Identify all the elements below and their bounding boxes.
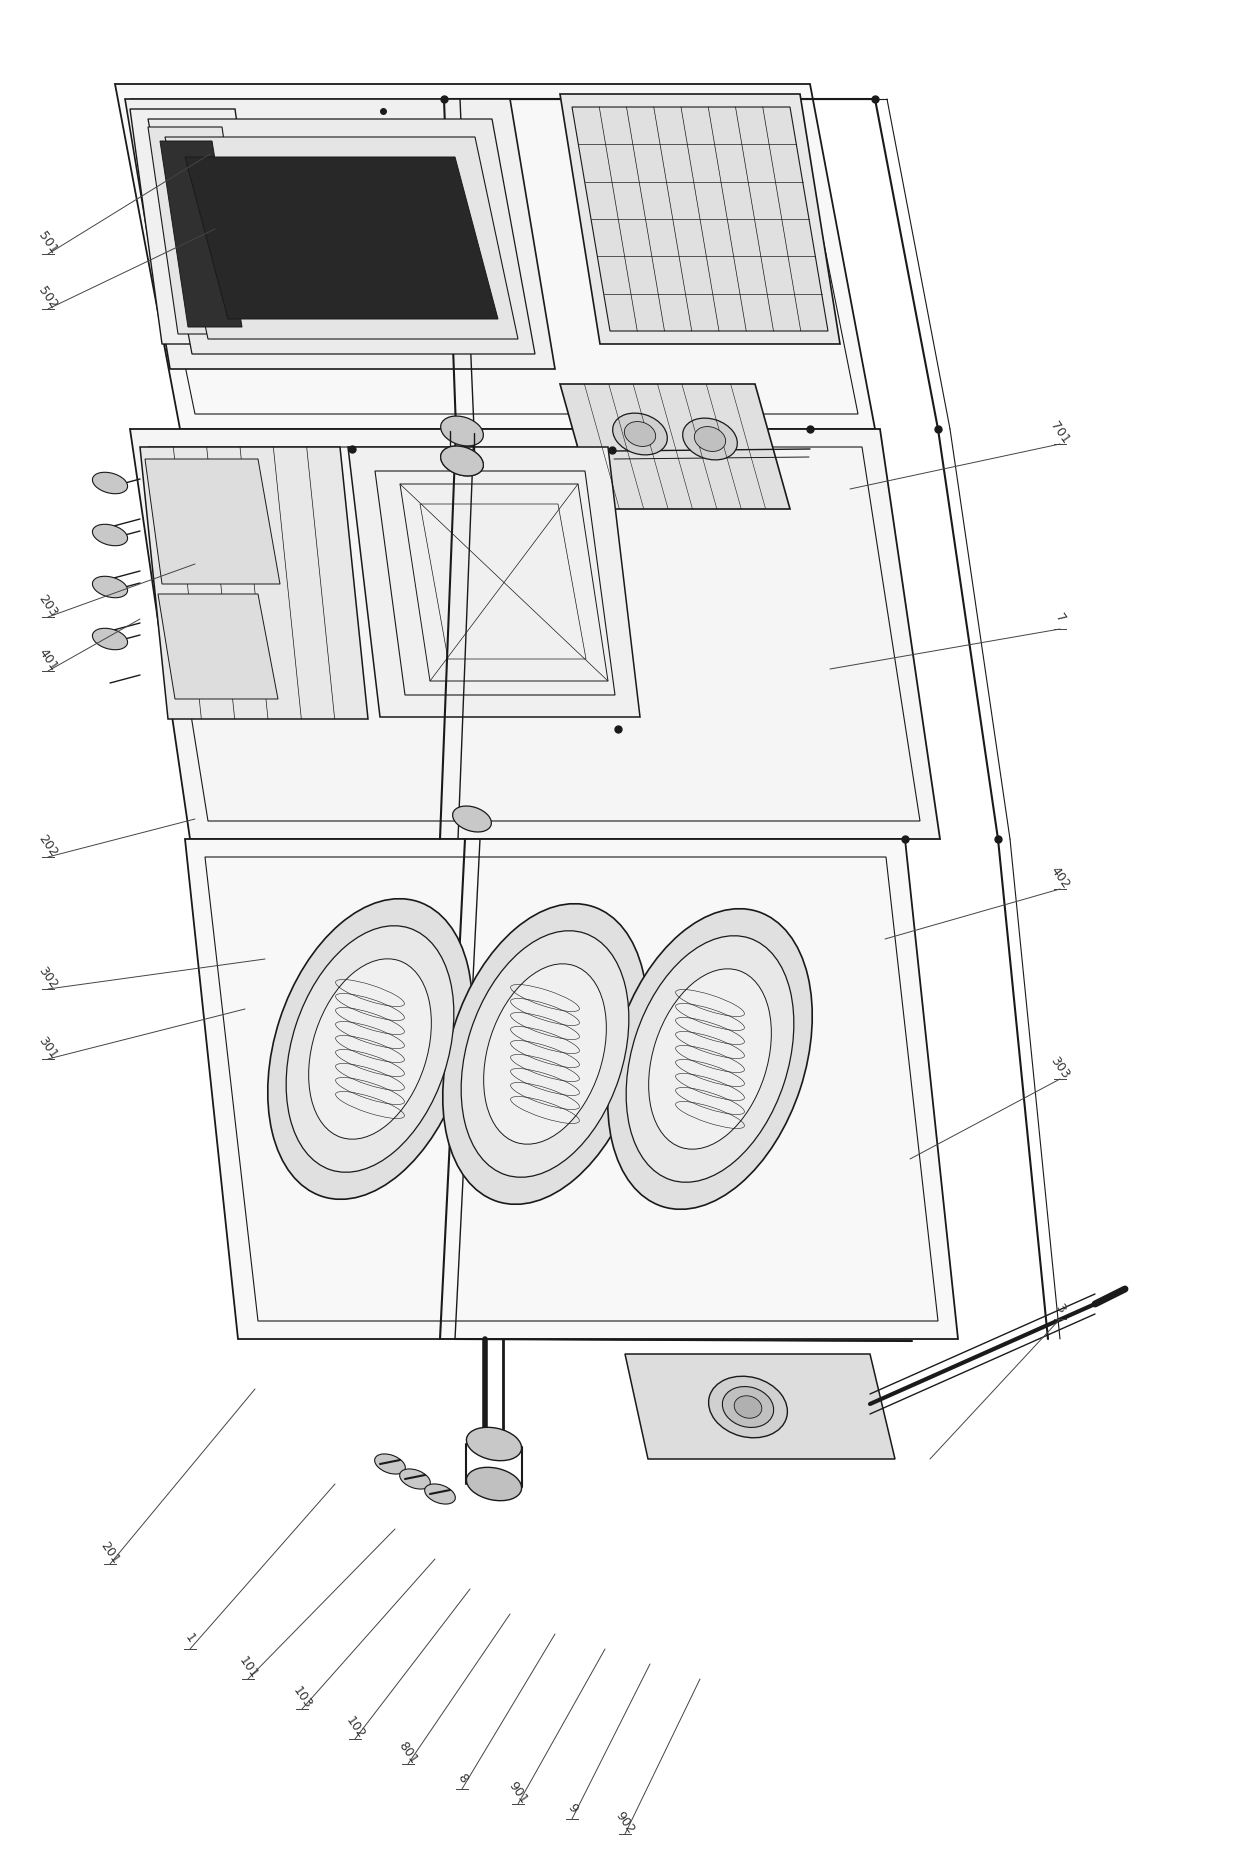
Polygon shape xyxy=(625,1354,895,1460)
Text: 401: 401 xyxy=(36,646,60,672)
Polygon shape xyxy=(348,448,640,717)
Ellipse shape xyxy=(424,1484,455,1504)
Polygon shape xyxy=(130,110,268,345)
Ellipse shape xyxy=(461,930,629,1177)
Ellipse shape xyxy=(309,960,432,1140)
Text: 1: 1 xyxy=(182,1630,197,1643)
Ellipse shape xyxy=(399,1469,430,1489)
Polygon shape xyxy=(145,461,280,585)
Polygon shape xyxy=(140,448,368,721)
Ellipse shape xyxy=(268,899,472,1200)
Text: 302: 302 xyxy=(36,964,60,992)
Text: 801: 801 xyxy=(396,1738,420,1766)
Text: 8: 8 xyxy=(454,1770,470,1785)
Polygon shape xyxy=(130,429,940,839)
Ellipse shape xyxy=(723,1387,774,1428)
Polygon shape xyxy=(185,839,959,1339)
Ellipse shape xyxy=(466,1467,522,1500)
Text: 101: 101 xyxy=(236,1653,260,1681)
Text: 202: 202 xyxy=(36,832,60,860)
Polygon shape xyxy=(165,137,518,340)
Ellipse shape xyxy=(93,630,128,650)
Ellipse shape xyxy=(608,910,812,1209)
Ellipse shape xyxy=(440,416,484,448)
Text: 501: 501 xyxy=(36,230,61,256)
Polygon shape xyxy=(560,95,839,345)
Polygon shape xyxy=(148,121,534,355)
Text: 3: 3 xyxy=(1053,1300,1068,1315)
Ellipse shape xyxy=(286,927,454,1172)
Ellipse shape xyxy=(624,422,656,448)
Text: 902: 902 xyxy=(613,1809,637,1835)
Ellipse shape xyxy=(613,414,667,455)
Ellipse shape xyxy=(93,474,128,494)
Text: 103: 103 xyxy=(290,1684,314,1710)
Ellipse shape xyxy=(453,806,491,832)
Text: 301: 301 xyxy=(36,1034,60,1060)
Text: 201: 201 xyxy=(98,1539,122,1565)
Ellipse shape xyxy=(694,427,725,453)
Text: 701: 701 xyxy=(1048,420,1073,446)
Ellipse shape xyxy=(440,448,484,477)
Polygon shape xyxy=(185,158,498,319)
Ellipse shape xyxy=(93,578,128,598)
Ellipse shape xyxy=(466,1428,522,1461)
Polygon shape xyxy=(125,100,556,370)
Polygon shape xyxy=(148,128,252,334)
Text: 502: 502 xyxy=(36,284,61,312)
Ellipse shape xyxy=(683,420,738,461)
Ellipse shape xyxy=(626,936,794,1183)
Text: 901: 901 xyxy=(506,1779,531,1805)
Text: 9: 9 xyxy=(564,1799,579,1814)
Ellipse shape xyxy=(734,1396,761,1419)
Ellipse shape xyxy=(708,1376,787,1437)
Polygon shape xyxy=(115,85,875,429)
Ellipse shape xyxy=(649,969,771,1149)
Text: 102: 102 xyxy=(343,1714,367,1740)
Ellipse shape xyxy=(443,904,647,1205)
Text: 7: 7 xyxy=(1053,611,1068,624)
Polygon shape xyxy=(160,141,242,329)
Ellipse shape xyxy=(484,964,606,1144)
Text: 303: 303 xyxy=(1048,1055,1073,1081)
Text: 203: 203 xyxy=(36,592,60,618)
Polygon shape xyxy=(157,594,278,700)
Polygon shape xyxy=(572,108,828,332)
Ellipse shape xyxy=(440,448,484,477)
Text: 402: 402 xyxy=(1048,864,1073,891)
Polygon shape xyxy=(560,384,790,509)
Ellipse shape xyxy=(93,526,128,546)
Ellipse shape xyxy=(374,1454,405,1474)
